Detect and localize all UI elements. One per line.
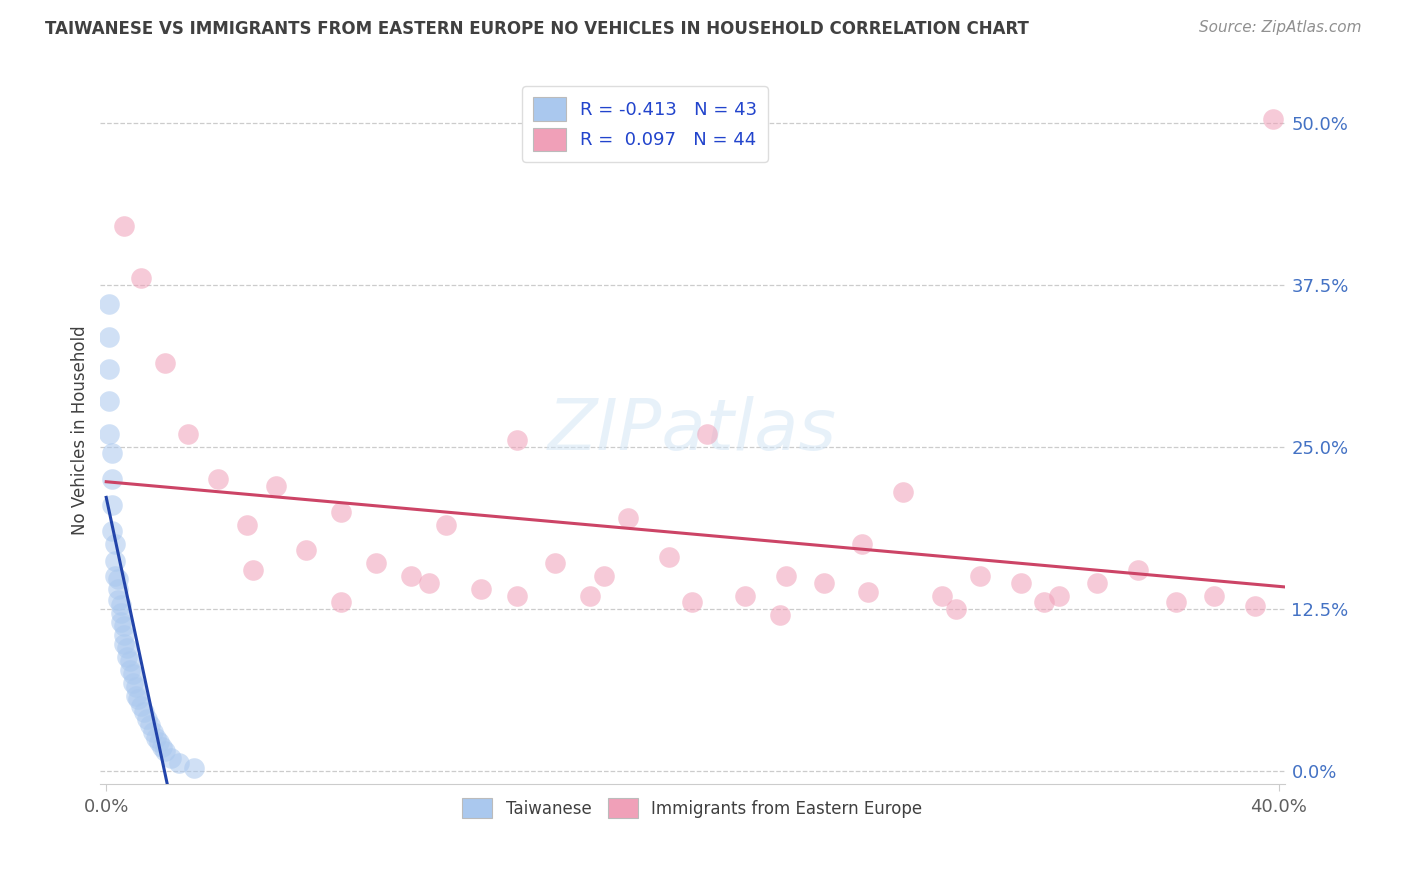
Point [658,549,681,564]
Point [207,472,229,486]
Point [1085,575,1108,590]
Point [110,606,132,620]
Point [159,751,181,765]
Point [121,675,143,690]
Point [931,589,953,603]
Point [98,297,121,311]
Point [153,744,176,758]
Point [112,637,135,651]
Point [1164,595,1187,609]
Point [127,692,149,706]
Point [177,426,200,441]
Point [98,362,121,376]
Point [101,472,124,486]
Point [969,569,991,583]
Point [107,582,129,597]
Text: ZIPatlas: ZIPatlas [548,396,837,465]
Point [136,712,159,726]
Point [118,654,141,668]
Point [107,572,129,586]
Point [769,608,792,623]
Point [1204,589,1226,603]
Point [696,426,718,441]
Point [139,718,162,732]
Point [329,505,352,519]
Point [945,601,967,615]
Point [893,485,915,500]
Point [434,517,457,532]
Point [124,689,146,703]
Point [734,589,756,603]
Point [101,524,124,538]
Point [112,219,135,234]
Point [150,740,173,755]
Point [593,569,616,583]
Point [169,756,191,770]
Point [851,537,873,551]
Point [858,585,880,599]
Point [101,498,124,512]
Point [418,575,440,590]
Point [775,569,797,583]
Point [399,569,422,583]
Point [813,575,835,590]
Point [470,582,492,597]
Point [1261,112,1284,126]
Point [134,706,156,720]
Text: TAIWANESE VS IMMIGRANTS FROM EASTERN EUROPE NO VEHICLES IN HOUSEHOLD CORRELATION: TAIWANESE VS IMMIGRANTS FROM EASTERN EUR… [45,20,1029,37]
Point [183,761,205,775]
Legend: Taiwanese, Immigrants from Eastern Europe: Taiwanese, Immigrants from Eastern Europ… [456,791,929,825]
Point [1244,599,1267,614]
Point [543,557,565,571]
Point [617,511,640,525]
Point [1047,589,1070,603]
Point [1126,563,1149,577]
Point [242,563,264,577]
Point [98,394,121,409]
Point [505,589,527,603]
Point [131,271,153,285]
Point [112,628,135,642]
Point [1033,595,1056,609]
Point [145,731,167,746]
Point [98,426,121,441]
Point [131,698,153,713]
Point [115,649,138,664]
Point [264,478,287,492]
Point [110,598,132,612]
Point [112,618,135,632]
Point [104,554,127,568]
Point [148,735,170,749]
Point [364,557,387,571]
Point [505,434,527,448]
Point [329,595,352,609]
Y-axis label: No Vehicles in Household: No Vehicles in Household [72,326,89,535]
Text: Source: ZipAtlas.com: Source: ZipAtlas.com [1198,20,1361,35]
Point [98,329,121,343]
Point [104,569,127,583]
Point [142,725,165,739]
Point [118,663,141,677]
Point [1010,575,1032,590]
Point [579,589,602,603]
Point [121,666,143,681]
Point [104,537,127,551]
Point [115,640,138,655]
Point [153,355,176,369]
Point [294,543,316,558]
Point [107,592,129,607]
Point [110,615,132,629]
Point [124,680,146,694]
Point [101,446,124,460]
Point [681,595,703,609]
Point [236,517,259,532]
